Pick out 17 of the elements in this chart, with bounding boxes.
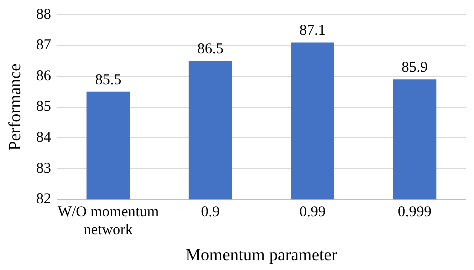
x-tick-label: 0.99 [300, 204, 326, 221]
x-axis-title: Momentum parameter [186, 245, 338, 264]
y-tick-label: 84 [36, 130, 52, 146]
y-tick-label: 82 [36, 192, 52, 208]
y-tick-label: 87 [36, 38, 52, 54]
y-tick-label: 83 [36, 160, 52, 177]
y-axis-title: Performance [6, 64, 25, 151]
y-tick-label: 86 [36, 68, 52, 84]
x-tick-label: 0.9 [201, 204, 220, 221]
x-tick-label: W/O momentum network [58, 204, 160, 239]
data-label: 86.5 [198, 42, 224, 58]
y-tick-label: 88 [36, 6, 52, 23]
data-label: 87.1 [300, 23, 326, 40]
y-tick-label: 85 [36, 99, 52, 116]
data-label: 85.5 [95, 72, 122, 88]
data-label: 85.9 [402, 60, 428, 76]
x-tick-label: 0.999 [398, 204, 432, 221]
